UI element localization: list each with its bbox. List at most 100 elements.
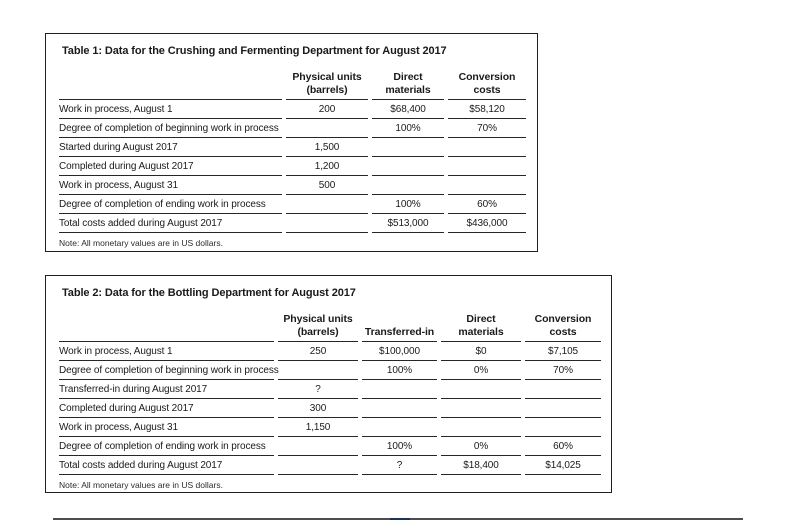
header-line: (barrels) (306, 83, 348, 96)
cell-transferred-in: ? (362, 456, 437, 475)
cell-transferred-in: 100% (362, 361, 437, 380)
cell-direct-materials (441, 418, 521, 437)
table1: Physical units (barrels) Direct material… (55, 60, 530, 233)
cell-physical-units (278, 437, 358, 456)
cell-direct-materials: 0% (441, 361, 521, 380)
table-row: Degree of completion of ending work in p… (59, 437, 601, 456)
cell-physical-units: 500 (286, 176, 368, 195)
cell-conversion-costs (448, 176, 526, 195)
header-empty (59, 302, 274, 342)
table1-header-row: Physical units (barrels) Direct material… (59, 60, 526, 100)
cell-conversion-costs: 60% (448, 195, 526, 214)
header-transferred-in: Transferred-in (362, 302, 437, 342)
table-row: Completed during August 2017 300 (59, 399, 601, 418)
cell-direct-materials: 0% (441, 437, 521, 456)
row-label: Degree of completion of beginning work i… (59, 361, 279, 380)
cell-direct-materials: $68,400 (372, 100, 444, 119)
table-row: Degree of completion of ending work in p… (59, 195, 526, 214)
table-row: Degree of completion of beginning work i… (59, 361, 601, 380)
cell-direct-materials: $513,000 (372, 214, 444, 233)
header-line: Physical units (283, 313, 353, 326)
cell-conversion-costs (525, 399, 601, 418)
cell-conversion-costs (448, 138, 526, 157)
table2-note: Note: All monetary values are in US doll… (59, 480, 223, 490)
header-line: (barrels) (297, 325, 339, 338)
header-conversion-costs: Conversion costs (448, 60, 526, 100)
header-line: Conversion (534, 313, 592, 326)
table-row: Degree of completion of beginning work i… (59, 119, 526, 138)
header-physical-units: Physical units (barrels) (286, 60, 368, 100)
table-row: Total costs added during August 2017 $51… (59, 214, 526, 233)
cell-conversion-costs: 70% (448, 119, 526, 138)
header-line: costs (549, 325, 577, 338)
cell-physical-units (286, 214, 368, 233)
cell-direct-materials (372, 157, 444, 176)
cell-physical-units: 200 (286, 100, 368, 119)
cell-physical-units: 300 (278, 399, 358, 418)
cell-transferred-in (362, 399, 437, 418)
cell-direct-materials: 100% (372, 195, 444, 214)
table1-note: Note: All monetary values are in US doll… (59, 238, 223, 248)
header-empty (59, 60, 282, 100)
row-label: Degree of completion of ending work in p… (59, 195, 282, 214)
header-conversion-costs: Conversion costs (525, 302, 601, 342)
cell-transferred-in (362, 418, 437, 437)
table2-header-row: Physical units (barrels) Transferred-in … (59, 302, 601, 342)
header-line: costs (473, 83, 501, 96)
header-line: materials (458, 325, 504, 338)
cell-conversion-costs: 70% (525, 361, 601, 380)
cell-transferred-in (362, 380, 437, 399)
table-row: Work in process, August 1 250 $100,000 $… (59, 342, 601, 361)
cell-direct-materials (441, 380, 521, 399)
row-label: Completed during August 2017 (59, 157, 282, 176)
cell-direct-materials (441, 399, 521, 418)
cell-conversion-costs: 60% (525, 437, 601, 456)
page-progress-marker (390, 518, 410, 520)
table-row: Transferred-in during August 2017 ? (59, 380, 601, 399)
cell-direct-materials: 100% (372, 119, 444, 138)
row-label: Degree of completion of ending work in p… (59, 437, 274, 456)
table2-title: Table 2: Data for the Bottling Departmen… (62, 287, 356, 299)
row-label: Transferred-in during August 2017 (59, 380, 274, 399)
row-label: Degree of completion of beginning work i… (59, 119, 282, 138)
cell-physical-units: ? (278, 380, 358, 399)
cell-physical-units (286, 195, 368, 214)
cell-physical-units (278, 361, 358, 380)
table2-box: Table 2: Data for the Bottling Departmen… (45, 275, 612, 493)
cell-direct-materials: $0 (441, 342, 521, 361)
header-line: Direct (393, 71, 423, 84)
table-row: Work in process, August 31 1,150 (59, 418, 601, 437)
header-line: Transferred-in (364, 325, 435, 338)
row-label: Work in process, August 1 (59, 100, 282, 119)
table-row: Work in process, August 31 500 (59, 176, 526, 195)
header-line: Conversion (458, 71, 516, 84)
cell-transferred-in: 100% (362, 437, 437, 456)
cell-conversion-costs (448, 157, 526, 176)
row-label: Total costs added during August 2017 (59, 456, 274, 475)
table2: Physical units (barrels) Transferred-in … (55, 302, 605, 475)
cell-conversion-costs: $58,120 (448, 100, 526, 119)
header-direct-materials: Direct materials (441, 302, 521, 342)
row-label: Work in process, August 31 (59, 418, 274, 437)
cell-direct-materials (372, 138, 444, 157)
cell-physical-units: 1,150 (278, 418, 358, 437)
cell-transferred-in: $100,000 (362, 342, 437, 361)
header-line: Direct (466, 313, 496, 326)
cell-conversion-costs (525, 380, 601, 399)
row-label: Work in process, August 31 (59, 176, 282, 195)
row-label: Work in process, August 1 (59, 342, 274, 361)
cell-physical-units: 1,500 (286, 138, 368, 157)
table-row: Completed during August 2017 1,200 (59, 157, 526, 176)
table1-title: Table 1: Data for the Crushing and Ferme… (62, 45, 447, 57)
header-direct-materials: Direct materials (372, 60, 444, 100)
row-label: Completed during August 2017 (59, 399, 274, 418)
cell-conversion-costs (525, 418, 601, 437)
cell-conversion-costs: $436,000 (448, 214, 526, 233)
header-line: materials (385, 83, 431, 96)
table1-box: Table 1: Data for the Crushing and Ferme… (45, 33, 538, 252)
cell-direct-materials (372, 176, 444, 195)
cell-physical-units: 250 (278, 342, 358, 361)
row-label: Started during August 2017 (59, 138, 282, 157)
cell-physical-units: 1,200 (286, 157, 368, 176)
